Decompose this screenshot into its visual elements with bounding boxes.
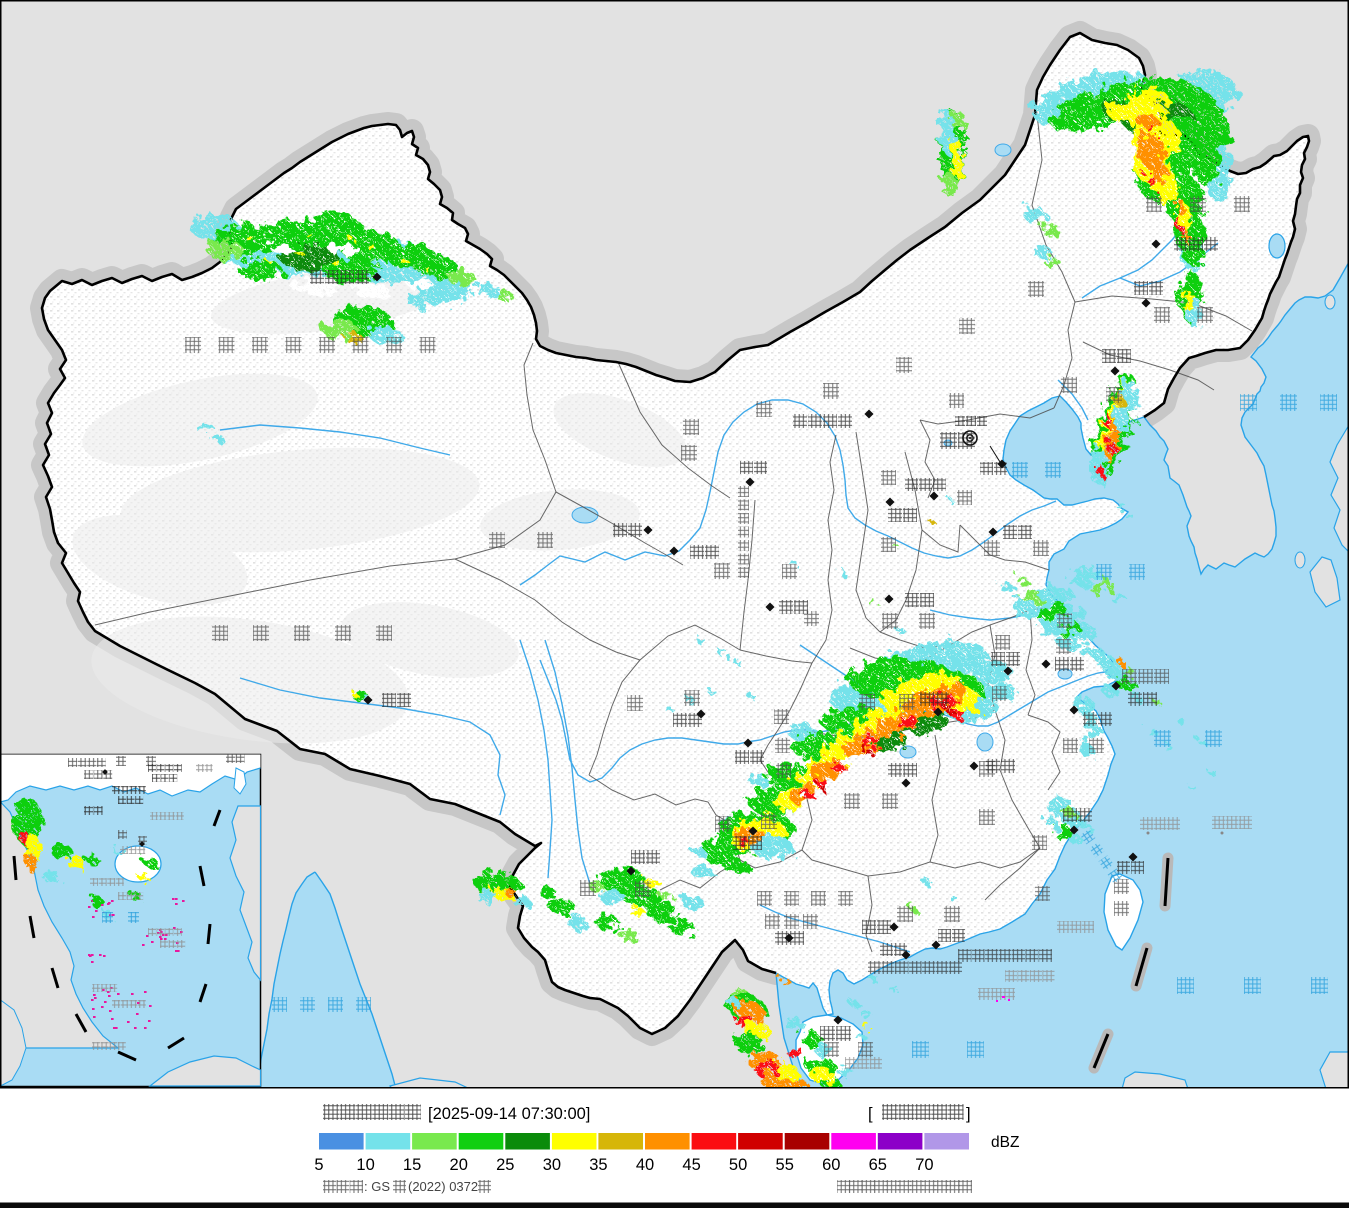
svg-text:[: [	[868, 1105, 873, 1123]
svg-text:55: 55	[776, 1156, 794, 1174]
svg-text:[2025-09-14 07:30:00]: [2025-09-14 07:30:00]	[428, 1105, 590, 1123]
svg-text:(2022) 0372: (2022) 0372	[408, 1179, 478, 1194]
svg-text:: GS: : GS	[364, 1179, 390, 1194]
svg-text:30: 30	[543, 1156, 561, 1174]
svg-text:5: 5	[314, 1156, 323, 1174]
svg-text:45: 45	[682, 1156, 700, 1174]
svg-text:20: 20	[450, 1156, 468, 1174]
svg-text:dBZ: dBZ	[991, 1134, 1019, 1151]
svg-text:70: 70	[915, 1156, 933, 1174]
svg-text:25: 25	[496, 1156, 514, 1174]
svg-text:35: 35	[589, 1156, 607, 1174]
svg-text:40: 40	[636, 1156, 654, 1174]
svg-text:]: ]	[966, 1105, 971, 1123]
svg-text:15: 15	[403, 1156, 421, 1174]
svg-text:50: 50	[729, 1156, 747, 1174]
svg-text:10: 10	[356, 1156, 374, 1174]
svg-text:65: 65	[869, 1156, 887, 1174]
svg-text:60: 60	[822, 1156, 840, 1174]
